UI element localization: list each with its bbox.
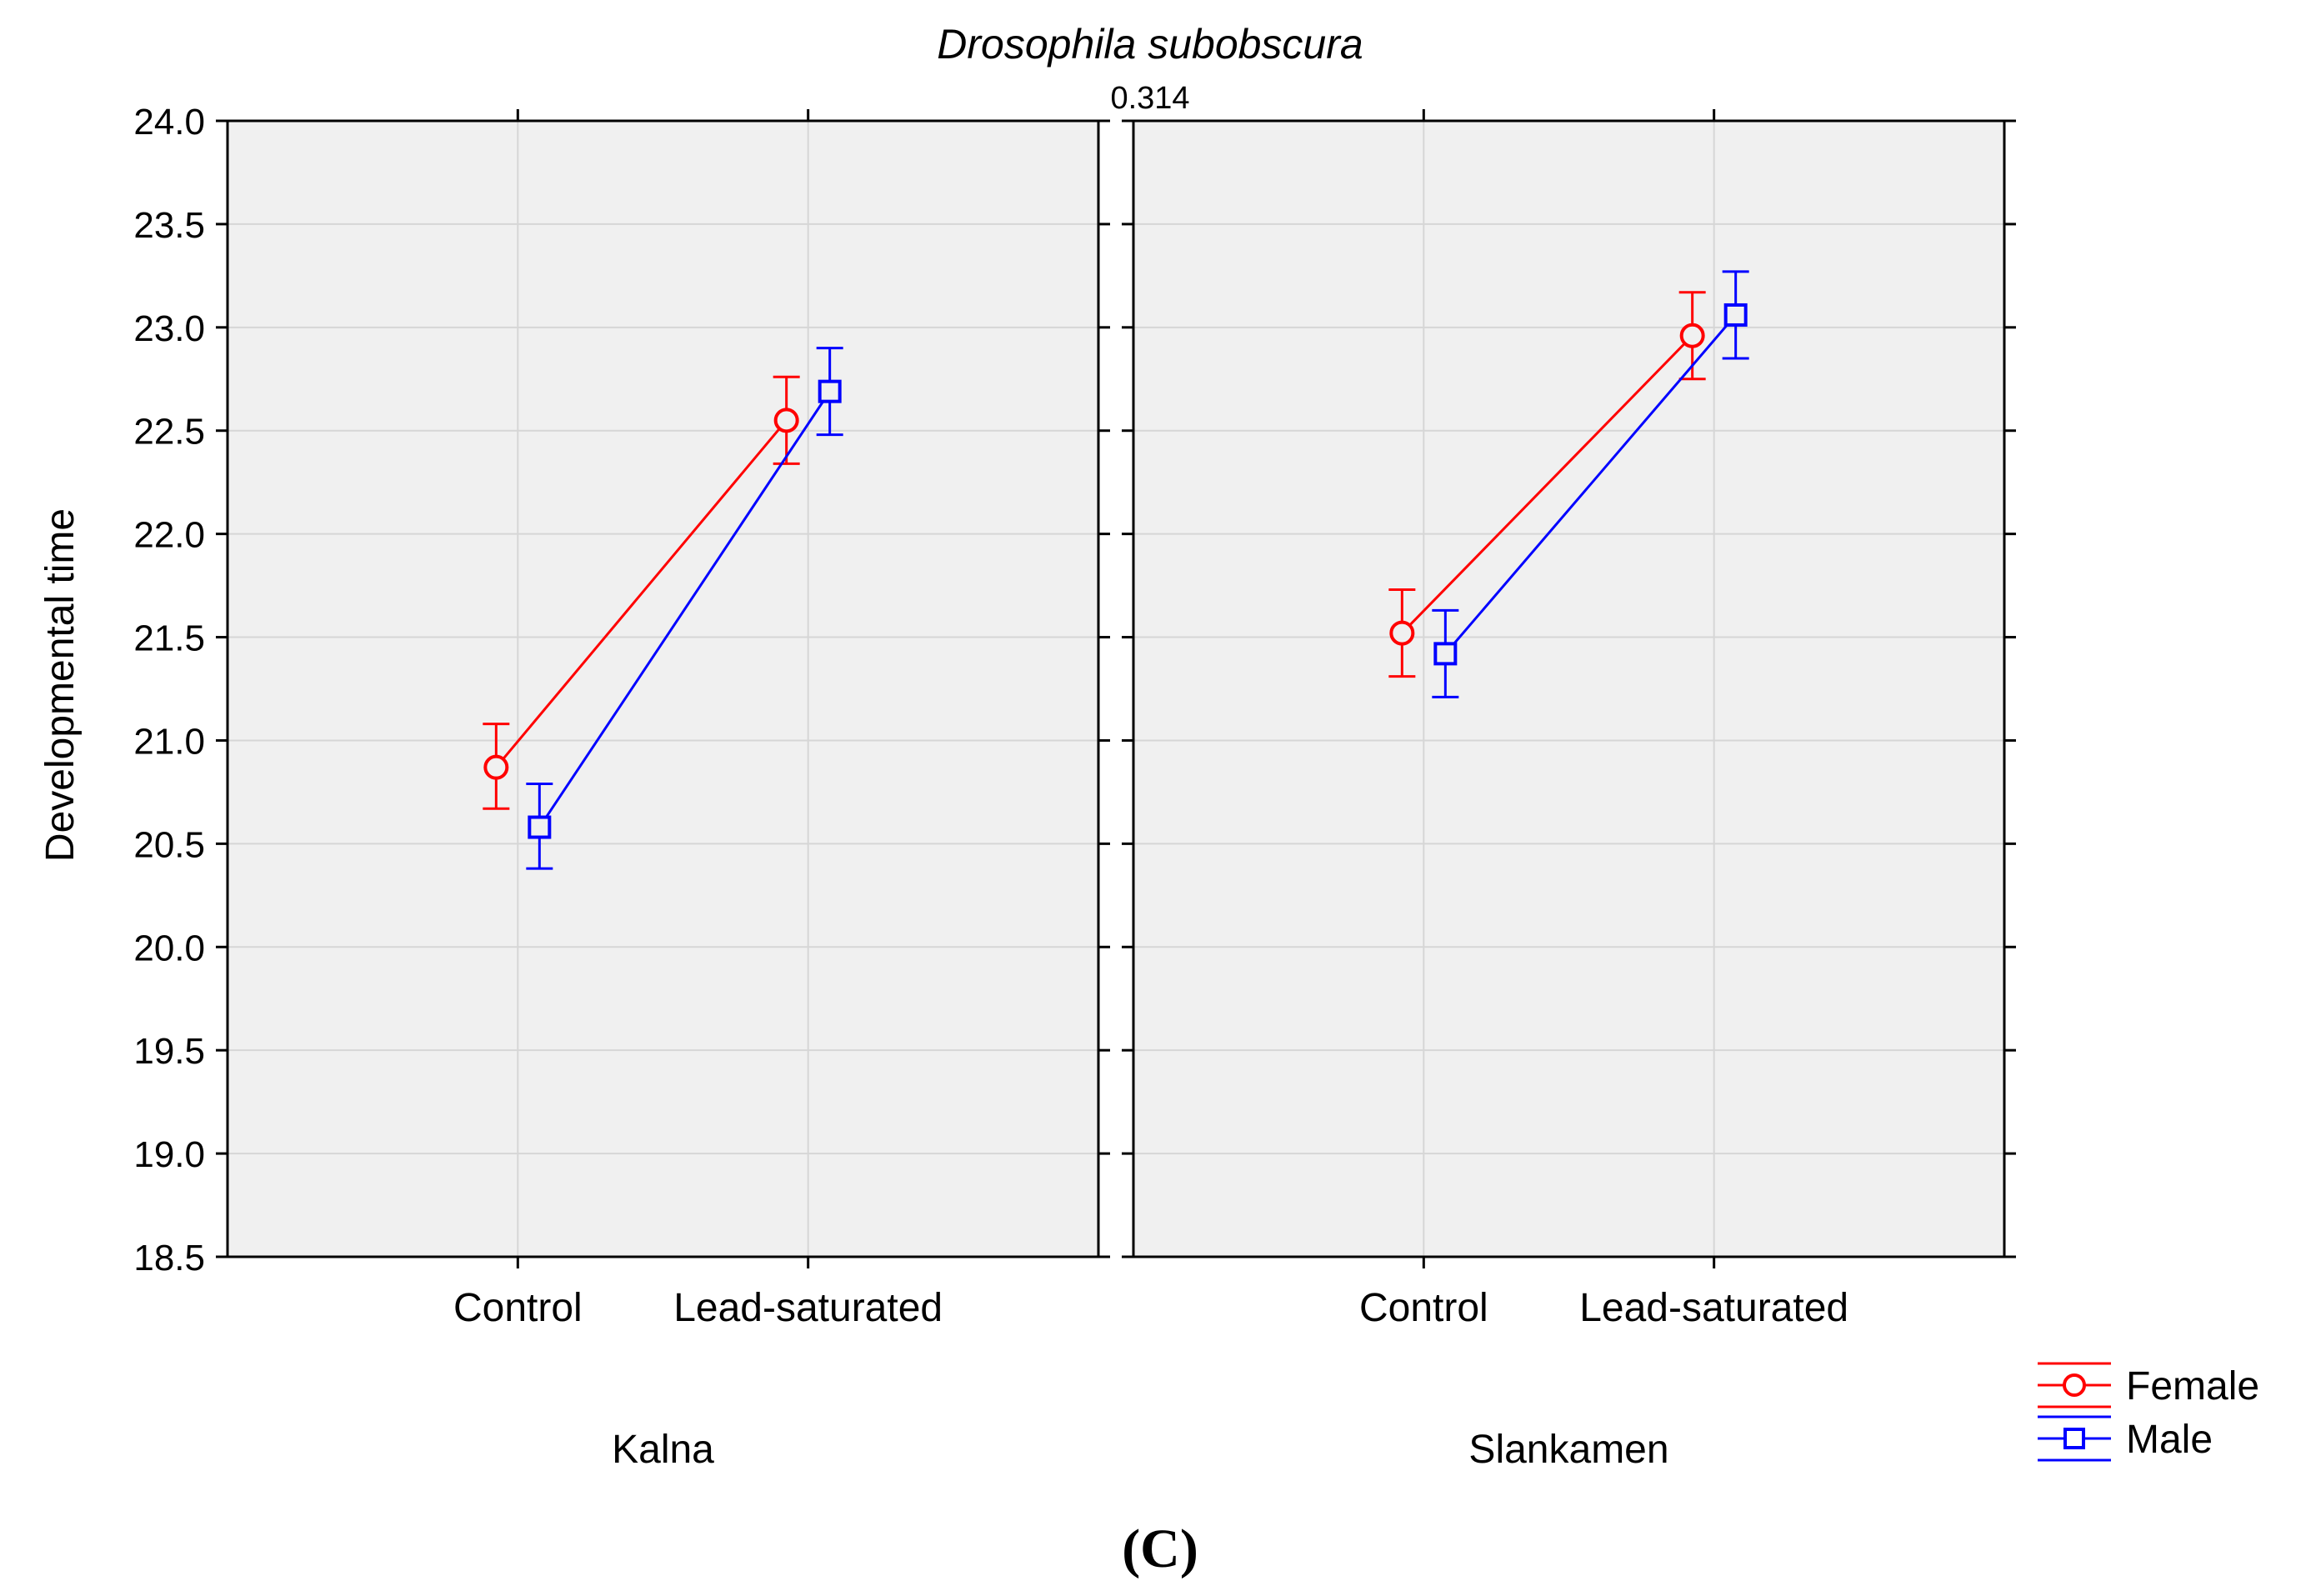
panel-name: Kalna: [612, 1428, 714, 1472]
plot-area: [1133, 121, 2004, 1257]
plot-frame: [1132, 119, 2006, 1258]
panel-label: (C): [1122, 1518, 1198, 1579]
data-point-female: [773, 408, 799, 433]
y-tick-label: 18.5: [133, 1238, 205, 1278]
y-tick-label: 22.0: [133, 515, 205, 556]
series-line-male: [538, 390, 831, 828]
x-tick-label: Lead-saturated: [1579, 1286, 1848, 1330]
y-tick-label: 19.0: [133, 1134, 205, 1175]
y-tick-label: 22.5: [133, 412, 205, 453]
x-tick-label: Lead-saturated: [673, 1286, 943, 1330]
legend-label: Male: [2126, 1418, 2213, 1462]
y-tick-label: 20.5: [133, 824, 205, 865]
y-tick-label: 21.5: [133, 618, 205, 659]
legend-female-icon: [2063, 1373, 2086, 1397]
x-tick-label: Control: [1359, 1286, 1488, 1330]
series-line-male: [1444, 313, 1737, 655]
y-tick-label: 23.0: [133, 308, 205, 349]
y-axis-label: Developmental time: [38, 508, 83, 862]
data-point-female: [483, 754, 509, 780]
y-tick-label: 24.0: [133, 102, 205, 143]
chart-subtitle: 0.314: [1110, 81, 1189, 116]
data-point-female: [1389, 620, 1415, 646]
series-line-female: [495, 419, 788, 768]
chart-title: Drosophila subobscura: [937, 21, 1363, 68]
y-tick-label: 20.0: [133, 928, 205, 968]
series-line-female: [1401, 334, 1693, 634]
y-tick-label: 21.0: [133, 721, 205, 762]
data-point-male: [1723, 303, 1748, 327]
data-point-male: [528, 815, 552, 839]
panel-slankamen: Control Lead-saturated Slankamen: [1122, 109, 2016, 1472]
data-point-male: [1433, 642, 1458, 666]
data-point-female: [1679, 323, 1705, 348]
plot-area: [228, 121, 1098, 1257]
x-tick-label: Control: [453, 1286, 583, 1330]
plot-frame: [226, 119, 1100, 1258]
legend-male-icon: [2063, 1428, 2085, 1449]
legend-label: Female: [2126, 1364, 2259, 1408]
panel-name: Slankamen: [1468, 1428, 1668, 1472]
y-tick-labels: 24.0 23.5 23.0 22.5 22.0 21.5 21.0 20.5 20.0 19.5…: [133, 102, 205, 1278]
legend: Female Male: [2038, 1362, 2259, 1462]
y-tick-label: 19.5: [133, 1031, 205, 1072]
data-point-male: [818, 379, 842, 403]
y-tick-label: 23.5: [133, 205, 205, 246]
panel-kalna: Control Lead-saturated Kalna: [216, 109, 1110, 1472]
